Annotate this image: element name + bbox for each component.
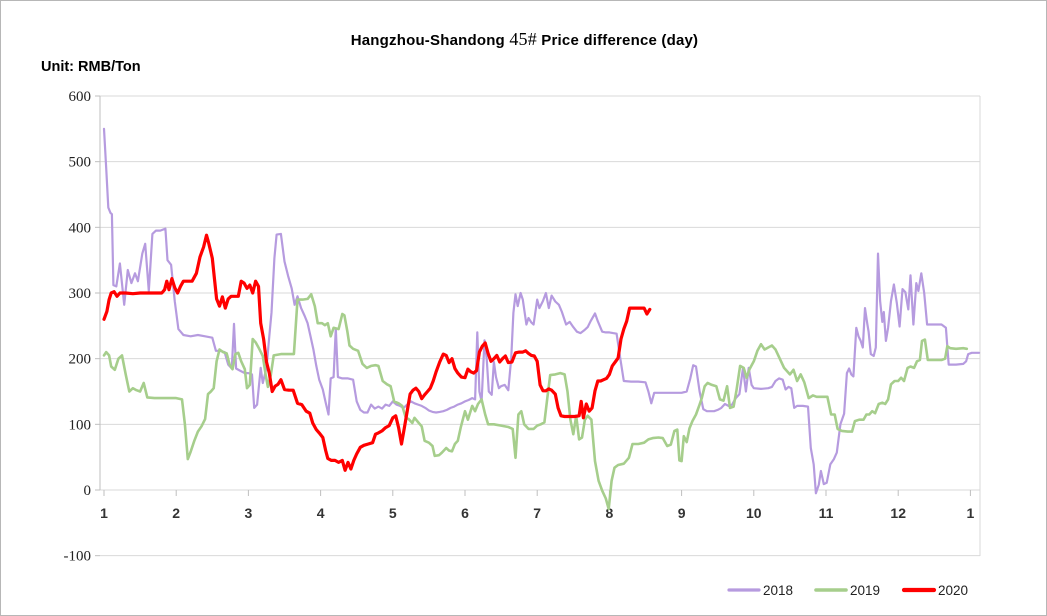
- chart-title-prefix: Hangzhou-Shandong: [350, 32, 505, 49]
- y-axis-label--100: -100: [64, 549, 92, 565]
- x-axis-label-4: 5: [389, 505, 397, 521]
- chart-title-suffix: Price difference (day): [541, 32, 699, 49]
- series-line-2020: [102, 233, 652, 472]
- series-line-2018: [102, 127, 981, 495]
- y-axis-label-0: 0: [84, 483, 92, 499]
- x-axis-label-1: 2: [172, 505, 180, 521]
- legend-label-2018: 2018: [763, 583, 793, 598]
- x-axis-label-0: 1: [100, 505, 108, 521]
- chart-title: Hangzhou-Shandong 45# Price difference (…: [1, 29, 1046, 50]
- chart-title-grade: 45#: [509, 29, 537, 49]
- y-axis-label-400: 400: [69, 220, 92, 236]
- x-axis-label-9: 10: [746, 505, 762, 521]
- y-axis-label-100: 100: [69, 417, 92, 433]
- y-axis-label-500: 500: [69, 155, 92, 171]
- x-axis-label-12: 1: [967, 505, 975, 521]
- y-axis-label-300: 300: [69, 286, 92, 302]
- x-axis-label-10: 11: [819, 505, 834, 521]
- legend-label-2020: 2020: [938, 583, 968, 598]
- unit-label: Unit: RMB/Ton: [41, 59, 141, 75]
- series-line-2019: [102, 292, 969, 511]
- y-axis-label-600: 600: [69, 89, 92, 105]
- x-axis-label-2: 3: [245, 505, 253, 521]
- x-axis-label-11: 12: [890, 505, 906, 521]
- legend-label-2019: 2019: [850, 583, 880, 598]
- x-axis-label-3: 4: [317, 505, 325, 521]
- x-axis-label-7: 8: [606, 505, 614, 521]
- x-axis-label-8: 9: [678, 505, 686, 521]
- x-axis-label-6: 7: [533, 505, 541, 521]
- y-axis-label-200: 200: [69, 352, 92, 368]
- x-axis-label-5: 6: [461, 505, 469, 521]
